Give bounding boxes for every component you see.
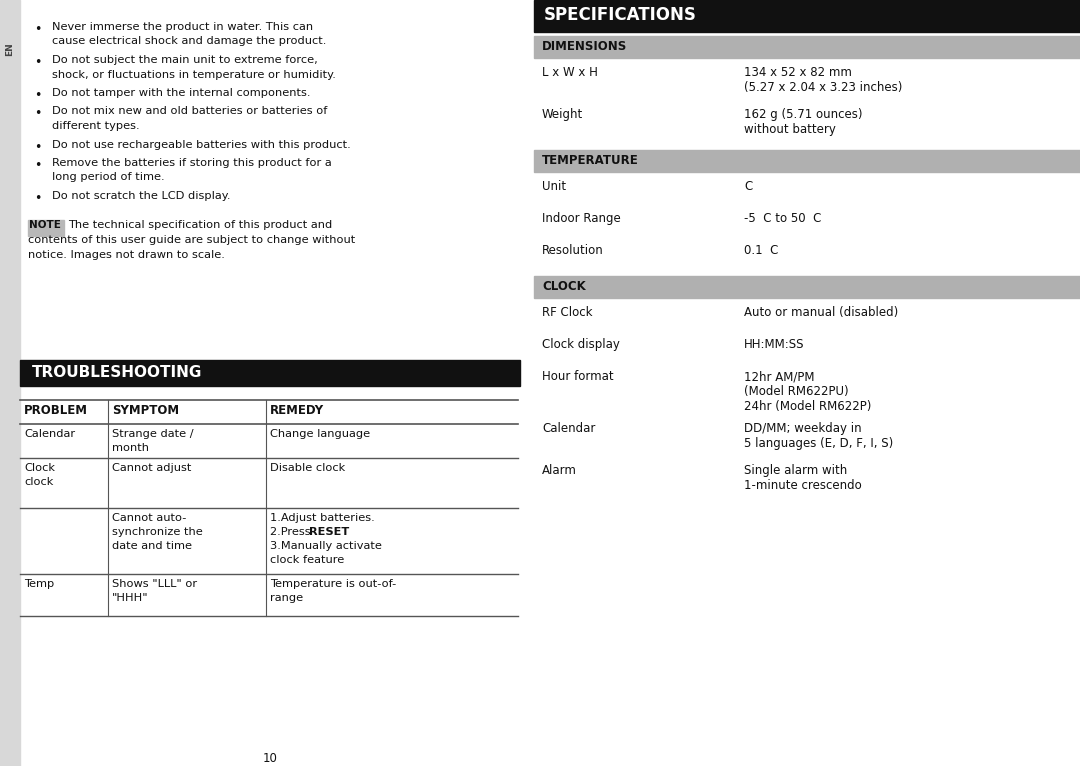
Text: •: • [35, 140, 42, 153]
Text: Remove the batteries if storing this product for a: Remove the batteries if storing this pro… [52, 158, 332, 168]
Text: Never immerse the product in water. This can: Never immerse the product in water. This… [52, 22, 313, 32]
Text: 10: 10 [262, 752, 278, 765]
Text: Single alarm with: Single alarm with [744, 464, 847, 477]
Text: cause electrical shock and damage the product.: cause electrical shock and damage the pr… [52, 37, 326, 47]
Text: (5.27 x 2.04 x 3.23 inches): (5.27 x 2.04 x 3.23 inches) [744, 81, 903, 94]
Text: range: range [270, 593, 303, 603]
Text: 5 languages (E, D, F, I, S): 5 languages (E, D, F, I, S) [744, 437, 893, 450]
Text: notice. Images not drawn to scale.: notice. Images not drawn to scale. [28, 250, 225, 260]
Text: Hour format: Hour format [542, 370, 613, 383]
Text: DIMENSIONS: DIMENSIONS [542, 40, 627, 53]
Bar [28, 220, 64, 235]
Text: 1-minute crescendo: 1-minute crescendo [744, 479, 862, 492]
Text: REMEDY: REMEDY [270, 404, 324, 417]
Text: •: • [35, 107, 42, 120]
Text: NOTE: NOTE [29, 221, 60, 231]
Text: •: • [35, 56, 42, 69]
Text: 24hr (Model RM622P): 24hr (Model RM622P) [744, 400, 872, 413]
Text: 134 x 52 x 82 mm: 134 x 52 x 82 mm [744, 66, 852, 79]
Text: 162 g (5.71 ounces): 162 g (5.71 ounces) [744, 108, 863, 121]
Text: SYMPTOM: SYMPTOM [112, 404, 179, 417]
Text: Change language: Change language [270, 429, 370, 439]
Text: Temperature is out-of-: Temperature is out-of- [270, 579, 396, 589]
Text: 3.Manually activate: 3.Manually activate [270, 541, 382, 551]
Text: different types.: different types. [52, 121, 139, 131]
Text: Calendar: Calendar [24, 429, 76, 439]
Text: Do not use rechargeable batteries with this product.: Do not use rechargeable batteries with t… [52, 139, 351, 149]
Text: 2.Press: 2.Press [270, 527, 314, 537]
Text: Do not tamper with the internal components.: Do not tamper with the internal componen… [52, 88, 311, 98]
Text: shock, or fluctuations in temperature or humidity.: shock, or fluctuations in temperature or… [52, 70, 336, 80]
Text: 1.Adjust batteries.: 1.Adjust batteries. [270, 513, 375, 523]
Text: C: C [744, 180, 753, 193]
Bar [534, 0, 1080, 32]
Text: Temp: Temp [24, 579, 54, 589]
Text: date and time: date and time [112, 541, 192, 551]
Text: Do not scratch the LCD display.: Do not scratch the LCD display. [52, 191, 230, 201]
Text: contents of this user guide are subject to change without: contents of this user guide are subject … [28, 235, 355, 245]
Text: Strange date /: Strange date / [112, 429, 193, 439]
Text: clock: clock [24, 477, 53, 487]
Text: The technical specification of this product and: The technical specification of this prod… [68, 221, 333, 231]
Text: long period of time.: long period of time. [52, 172, 164, 182]
Text: PROBLEM: PROBLEM [24, 404, 87, 417]
Text: •: • [35, 159, 42, 172]
Text: month: month [112, 443, 149, 453]
Bar [0, 0, 21, 766]
Text: Resolution: Resolution [542, 244, 604, 257]
Text: Disable clock: Disable clock [270, 463, 346, 473]
Bar [534, 36, 1080, 58]
Text: L x W x H: L x W x H [542, 66, 598, 79]
Text: RESET: RESET [309, 527, 349, 537]
Text: •: • [35, 89, 42, 102]
Text: Clock display: Clock display [542, 338, 620, 351]
Text: without battery: without battery [744, 123, 836, 136]
Bar [21, 360, 519, 386]
Text: Do not mix new and old batteries or batteries of: Do not mix new and old batteries or batt… [52, 106, 327, 116]
Bar [534, 150, 1080, 172]
Text: synchronize the: synchronize the [112, 527, 203, 537]
Text: Clock: Clock [24, 463, 55, 473]
Text: CLOCK: CLOCK [542, 280, 585, 293]
Text: "HHH": "HHH" [112, 593, 149, 603]
Text: Indoor Range: Indoor Range [542, 212, 621, 225]
Text: Alarm: Alarm [542, 464, 577, 477]
Text: HH:MM:SS: HH:MM:SS [744, 338, 805, 351]
Text: Weight: Weight [542, 108, 583, 121]
Text: clock feature: clock feature [270, 555, 345, 565]
Text: Auto or manual (disabled): Auto or manual (disabled) [744, 306, 899, 319]
Text: Shows "LLL" or: Shows "LLL" or [112, 579, 198, 589]
Text: (Model RM622PU): (Model RM622PU) [744, 385, 849, 398]
Text: 12hr AM/PM: 12hr AM/PM [744, 370, 814, 383]
Bar [534, 276, 1080, 298]
Text: •: • [35, 23, 42, 36]
Text: EN: EN [5, 42, 14, 56]
Text: TROUBLESHOOTING: TROUBLESHOOTING [32, 365, 202, 380]
Text: -5  C to 50  C: -5 C to 50 C [744, 212, 822, 225]
Text: TEMPERATURE: TEMPERATURE [542, 154, 638, 167]
Text: •: • [35, 192, 42, 205]
Text: SPECIFICATIONS: SPECIFICATIONS [544, 6, 697, 24]
Text: DD/MM; weekday in: DD/MM; weekday in [744, 422, 862, 435]
Text: Calendar: Calendar [542, 422, 595, 435]
Text: Unit: Unit [542, 180, 566, 193]
Text: RF Clock: RF Clock [542, 306, 593, 319]
Text: 0.1  C: 0.1 C [744, 244, 779, 257]
Text: Cannot auto-: Cannot auto- [112, 513, 187, 523]
Text: Do not subject the main unit to extreme force,: Do not subject the main unit to extreme … [52, 55, 318, 65]
Text: Cannot adjust: Cannot adjust [112, 463, 191, 473]
